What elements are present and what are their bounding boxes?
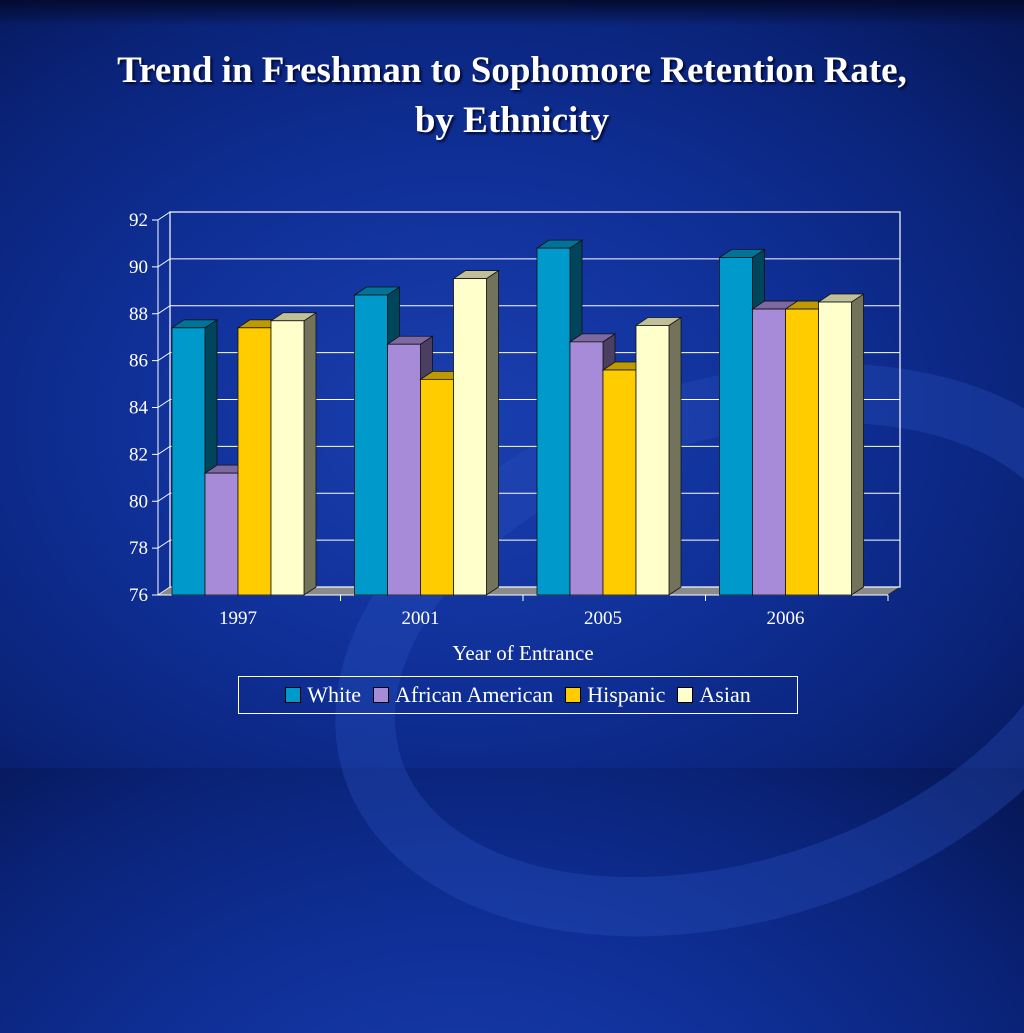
y-tick-connector bbox=[157, 445, 171, 455]
y-tick-label: 86 bbox=[129, 351, 148, 372]
chart-legend: White African American Hispanic Asian bbox=[238, 676, 798, 714]
legend-item: Asian bbox=[677, 682, 751, 708]
y-tick-connector bbox=[157, 399, 171, 408]
y-tick-connector bbox=[157, 258, 171, 268]
bar-african-american-2005 bbox=[569, 341, 604, 596]
legend-swatch bbox=[285, 687, 302, 703]
bar-side bbox=[303, 312, 317, 596]
x-tick-label: 2006 bbox=[767, 608, 805, 629]
x-tick-label: 2001 bbox=[402, 608, 440, 629]
y-tick-connector bbox=[157, 539, 171, 549]
bar-asian-2006 bbox=[818, 301, 852, 596]
y-tick-connector bbox=[157, 211, 171, 221]
y-tick-label: 78 bbox=[129, 538, 148, 559]
slide-title: Trend in Freshman to Sophomore Retention… bbox=[0, 46, 1024, 146]
bar-side bbox=[668, 316, 682, 596]
x-axis-label: Year of Entrance bbox=[452, 641, 593, 665]
legend-item: African American bbox=[373, 682, 553, 708]
legend-swatch bbox=[677, 687, 694, 703]
bar-african-american-2001 bbox=[387, 343, 421, 596]
legend-item: Hispanic bbox=[565, 682, 665, 708]
bar-hispanic-2006 bbox=[785, 308, 819, 596]
y-tick-connector bbox=[157, 352, 171, 362]
bar-white-2001 bbox=[354, 294, 388, 596]
legend-swatch bbox=[373, 687, 390, 703]
bar-white-2006 bbox=[719, 257, 753, 596]
y-tick-connector bbox=[157, 586, 171, 596]
bar-chart: 76 78 80 82 84 86 88 90 92 1997 2001 2005 2006 Year o… bbox=[129, 210, 902, 665]
bar-hispanic-2001 bbox=[420, 378, 454, 596]
bar-african-american-1997 bbox=[204, 472, 239, 596]
bar-hispanic-1997 bbox=[237, 327, 272, 596]
y-tick-label: 80 bbox=[129, 491, 148, 512]
legend-label: White bbox=[307, 682, 362, 707]
title-line-1: Trend in Freshman to Sophomore Retention… bbox=[117, 50, 907, 91]
bar-white-2005 bbox=[536, 247, 571, 596]
bar-side bbox=[486, 269, 499, 596]
y-tick-connector bbox=[157, 305, 171, 315]
bar-african-american-2006 bbox=[752, 308, 786, 596]
x-tick-label: 1997 bbox=[219, 608, 257, 629]
y-tick-label: 88 bbox=[129, 304, 148, 325]
bar-asian-2001 bbox=[453, 278, 487, 596]
bar-hispanic-2005 bbox=[602, 369, 637, 596]
bar-asian-1997 bbox=[270, 320, 305, 596]
legend-item: White bbox=[285, 682, 361, 708]
title-line-2: by Ethnicity bbox=[414, 100, 610, 141]
legend-label: Hispanic bbox=[587, 682, 666, 707]
y-tick-label: 90 bbox=[129, 257, 148, 278]
legend-swatch bbox=[565, 687, 582, 703]
y-tick-connector bbox=[157, 492, 171, 502]
top-shade bbox=[0, 0, 1024, 26]
legend-label: African American bbox=[395, 682, 554, 707]
bar-asian-2005 bbox=[635, 325, 670, 596]
y-tick-label: 76 bbox=[129, 585, 148, 606]
x-tick-label: 2005 bbox=[584, 608, 622, 629]
bar-side bbox=[851, 293, 864, 596]
y-tick-label: 92 bbox=[129, 210, 148, 231]
legend-label: Asian bbox=[699, 682, 751, 707]
bar-white-1997 bbox=[171, 327, 206, 596]
y-tick-label: 84 bbox=[129, 398, 149, 419]
y-tick-label: 82 bbox=[129, 444, 148, 465]
